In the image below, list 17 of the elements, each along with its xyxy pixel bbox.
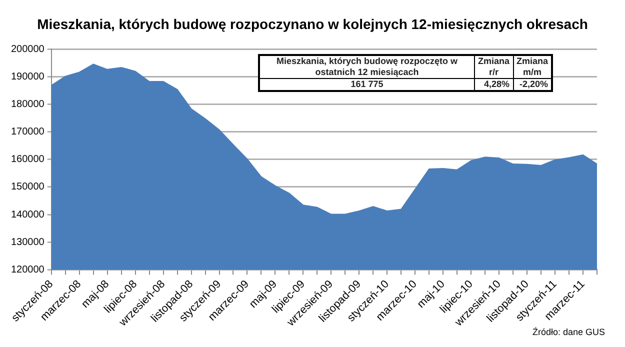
- annotation: -2,20%: [513, 78, 552, 91]
- y-tick-label: 120000: [10, 264, 45, 276]
- y-tick-label: 160000: [10, 154, 45, 166]
- y-tick-label: 200000: [10, 44, 45, 55]
- annotation: Mieszkania, których budowę rozpoczęto w ostatnich 12 miesiącach: [259, 55, 474, 78]
- y-tick-label: 130000: [10, 236, 45, 248]
- text: Źródło: dane GUS: [532, 327, 605, 337]
- y-tick-label: 190000: [10, 71, 45, 82]
- annotation: Zmiana m/m: [513, 55, 552, 78]
- annotation: 4,28%: [474, 78, 514, 91]
- annotation: Zmiana r/r: [474, 55, 514, 78]
- y-tick-label: 170000: [10, 126, 45, 138]
- y-tick-label: 180000: [10, 98, 45, 110]
- chart-title: Mieszkania, których budowę rozpoczynano w kolejnych 12-miesięcznych okresach: [36, 15, 589, 34]
- y-tick-label: 140000: [10, 209, 45, 220]
- y-tick-label: 150000: [10, 182, 45, 193]
- annotation: 161 775: [259, 78, 474, 91]
